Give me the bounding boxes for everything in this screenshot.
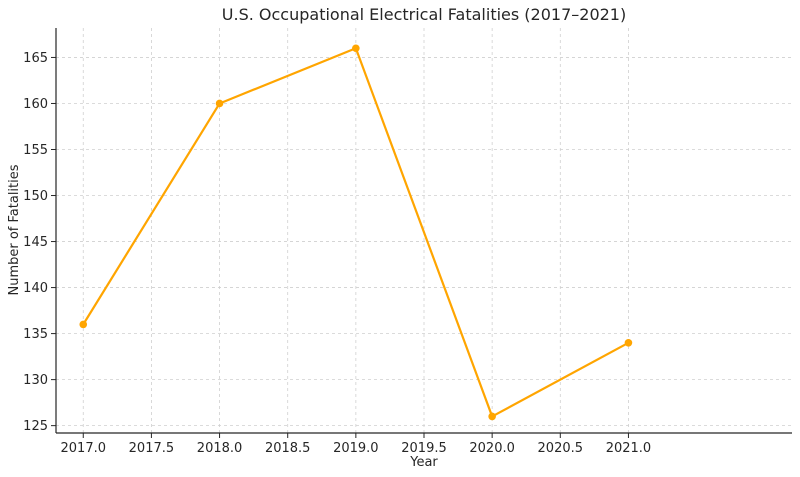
y-tick-label: 145 [23,235,48,250]
y-tick-label: 165 [23,51,48,66]
x-tick-label: 2020.5 [538,441,584,456]
data-point [352,44,360,53]
x-axis-label: Year [409,455,438,470]
data-point [79,320,88,329]
x-tick-label: 2017.0 [61,441,107,456]
x-tick-label: 2018.5 [265,441,311,456]
chart-title: U.S. Occupational Electrical Fatalities … [222,5,626,24]
data-point [488,412,496,421]
y-tick-label: 160 [23,97,48,112]
x-tick-label: 2020.0 [469,441,515,456]
data-point [215,99,224,108]
y-tick-label: 140 [23,281,48,296]
axes: 2017.0 2017.5 2018.0 2018.5 2019.0 2019.5 2020… [23,28,792,456]
x-tick-label: 2019.0 [333,441,379,456]
y-tick-label: 125 [23,419,48,434]
x-tick-label: 2018.0 [197,441,243,456]
x-tick-label: 2021.0 [606,441,652,456]
y-tick-label: 130 [23,373,48,388]
y-tick-label: 150 [23,189,48,204]
y-axis-label: Number of Fatalities [7,164,22,295]
x-tick-label: 2017.5 [129,441,175,456]
y-tick-label: 135 [23,327,48,342]
x-tick-label: 2019.5 [401,441,447,456]
data-point [624,338,633,347]
grid [56,28,792,433]
y-tick-label: 155 [23,143,48,158]
plot-area [79,44,633,421]
